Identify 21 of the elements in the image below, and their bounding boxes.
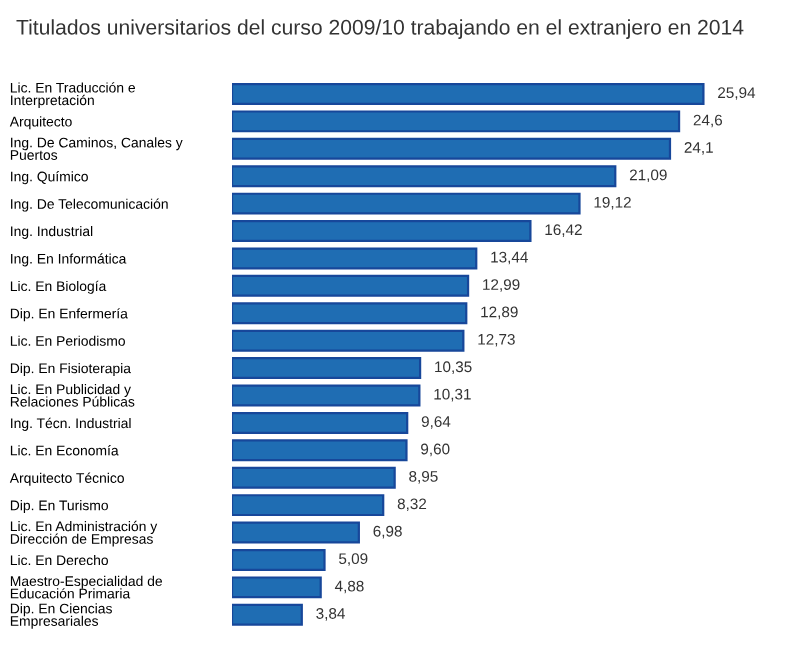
bar	[232, 302, 468, 325]
bar	[232, 165, 617, 188]
bar	[232, 357, 422, 380]
bar	[232, 110, 681, 133]
bar	[232, 521, 360, 544]
bar	[232, 137, 672, 160]
bar	[232, 603, 303, 626]
bar	[232, 82, 705, 105]
bar	[232, 548, 326, 571]
bar	[232, 274, 470, 297]
bar	[232, 192, 581, 215]
bar	[232, 220, 532, 242]
bar	[232, 411, 409, 434]
bar	[232, 439, 408, 462]
bar	[232, 384, 421, 407]
bar	[232, 329, 465, 352]
bar	[232, 466, 396, 489]
bar	[232, 576, 322, 599]
bar	[232, 247, 478, 270]
chart-title: Titulados universitarios del curso 2009/10 trabajando en el extranjero en 2014	[16, 19, 744, 39]
bar	[232, 494, 385, 517]
